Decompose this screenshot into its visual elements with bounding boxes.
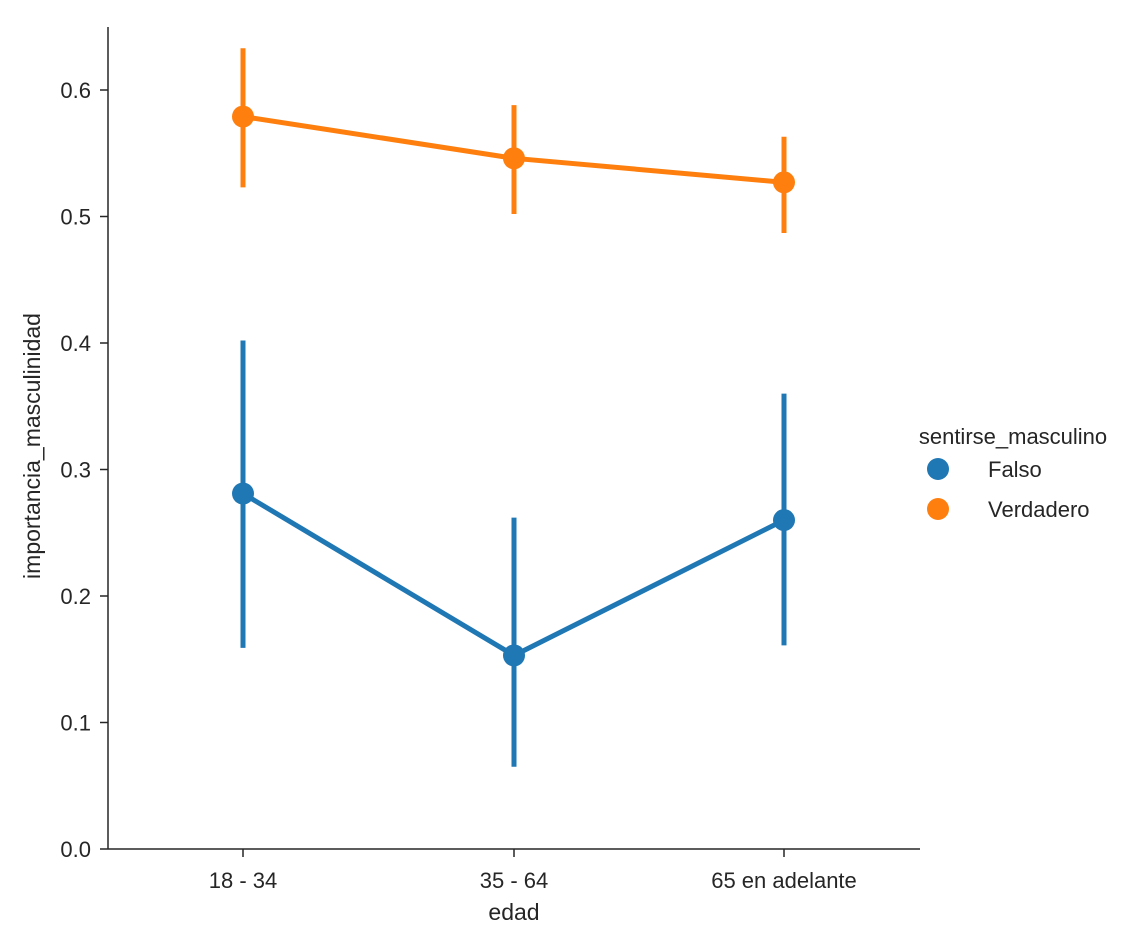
data-point bbox=[503, 147, 525, 170]
legend-label: Falso bbox=[988, 457, 1042, 482]
y-tick-label: 0.4 bbox=[60, 331, 91, 356]
y-tick-label: 0.2 bbox=[60, 584, 91, 609]
legend-marker bbox=[927, 498, 949, 520]
x-tick-label: 35 - 64 bbox=[480, 868, 549, 893]
data-point bbox=[232, 105, 254, 128]
y-tick-label: 0.0 bbox=[60, 837, 91, 862]
y-axis-label: importancia_masculinidad bbox=[19, 313, 45, 579]
data-point bbox=[773, 171, 795, 194]
x-axis-label: edad bbox=[488, 899, 539, 925]
legend-marker bbox=[927, 458, 949, 480]
legend: sentirse_masculino Falso Verdadero bbox=[919, 424, 1107, 522]
x-tick-label: 18 - 34 bbox=[209, 868, 278, 893]
x-ticks: 18 - 34 35 - 64 65 en adelante bbox=[209, 849, 857, 893]
series-layer bbox=[232, 48, 795, 767]
legend-label: Verdadero bbox=[988, 497, 1090, 522]
data-point bbox=[503, 644, 525, 667]
x-tick-label: 65 en adelante bbox=[711, 868, 857, 893]
legend-title: sentirse_masculino bbox=[919, 424, 1107, 449]
data-point bbox=[773, 509, 795, 532]
y-ticks: 0.0 0.1 0.2 0.3 0.4 0.5 0.6 bbox=[60, 78, 108, 862]
series-falso bbox=[232, 340, 795, 767]
y-tick-label: 0.6 bbox=[60, 78, 91, 103]
series-verdadero bbox=[232, 48, 795, 233]
legend-items: Falso Verdadero bbox=[927, 457, 1090, 522]
y-tick-label: 0.5 bbox=[60, 205, 91, 230]
y-tick-label: 0.1 bbox=[60, 711, 91, 736]
y-tick-label: 0.3 bbox=[60, 458, 91, 483]
data-point bbox=[232, 482, 254, 505]
